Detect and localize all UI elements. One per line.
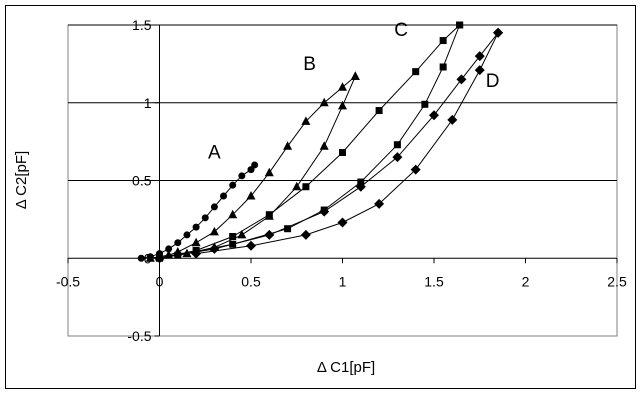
- data-point-b: [145, 253, 155, 262]
- annotations: A B C D: [208, 20, 499, 164]
- data-point-d: [246, 240, 256, 251]
- y-tick-label: 1: [144, 95, 152, 111]
- data-point-b: [301, 116, 311, 125]
- data-point-d: [355, 181, 366, 192]
- data-point-d: [300, 229, 311, 240]
- y-tick-label: 0: [144, 250, 152, 266]
- data-point-d: [392, 152, 403, 163]
- data-point-d: [209, 243, 220, 254]
- series-label-b: B: [303, 54, 316, 75]
- data-point-a: [220, 192, 228, 200]
- x-tick-label: 0.5: [241, 273, 261, 289]
- data-point-b: [264, 167, 274, 177]
- data-point-d: [429, 110, 439, 121]
- data-point-a: [165, 245, 173, 253]
- data-point-b: [164, 250, 174, 259]
- data-point-c: [439, 63, 447, 71]
- x-tick-label: 2: [522, 273, 530, 289]
- series-label-a: A: [208, 143, 221, 164]
- data-point-a: [251, 161, 259, 169]
- data-point-c: [375, 107, 383, 115]
- data-point-c: [229, 232, 237, 240]
- data-point-c: [421, 100, 429, 108]
- data-point-c: [174, 251, 182, 259]
- data-point-a: [238, 172, 246, 180]
- data-point-c: [265, 211, 273, 219]
- data-point-d: [474, 65, 485, 76]
- x-axis-title: Δ C1[pF]: [317, 359, 375, 376]
- data-point-b: [237, 229, 247, 239]
- data-point-d: [410, 164, 421, 175]
- data-point-d: [447, 114, 458, 125]
- data-point-c: [439, 37, 447, 45]
- y-tick-label: 1.5: [132, 17, 152, 33]
- data-point-b: [228, 209, 238, 219]
- data-point-d: [264, 229, 275, 240]
- data-point-a: [183, 231, 191, 239]
- data-point-c: [456, 21, 464, 29]
- data-point-c: [339, 149, 346, 157]
- y-tick-label: 0.5: [132, 173, 152, 189]
- data-point-a: [229, 181, 237, 189]
- data-point-d: [191, 248, 202, 259]
- data-point-b: [350, 71, 360, 80]
- data-point-b: [319, 97, 329, 107]
- series-markers: [137, 21, 504, 264]
- data-point-b: [338, 82, 347, 91]
- series-line-d: [159, 32, 499, 259]
- x-tick-label: 1.5: [424, 273, 444, 289]
- data-point-b: [319, 141, 329, 150]
- data-point-d: [154, 253, 165, 264]
- data-point-b: [191, 237, 201, 247]
- x-tick-label: 1: [339, 273, 347, 289]
- data-point-a: [210, 203, 218, 211]
- data-point-b: [292, 181, 302, 191]
- data-point-a: [192, 223, 200, 231]
- data-point-a: [137, 254, 145, 262]
- data-point-d: [374, 198, 385, 209]
- data-point-c: [284, 225, 292, 233]
- data-point-b: [209, 226, 219, 236]
- data-point-a: [174, 239, 182, 247]
- data-point-c: [302, 183, 310, 191]
- data-point-b: [283, 141, 293, 150]
- data-point-d: [337, 217, 348, 228]
- tick-labels: -0.5 0 0.5 1 1.5 2 2.5 -0.5 0 0.5 1 1.5: [56, 17, 627, 344]
- data-point-d: [474, 51, 485, 62]
- y-axis-title: Δ C2[pF]: [13, 151, 30, 209]
- data-point-c: [393, 141, 401, 149]
- data-point-b: [338, 100, 347, 110]
- data-point-d: [319, 206, 330, 217]
- data-point-a: [201, 214, 209, 222]
- x-tick-label: 2.5: [607, 273, 627, 289]
- data-point-c: [229, 240, 237, 248]
- data-point-b: [182, 248, 192, 258]
- y-tick-label: -0.5: [127, 328, 151, 344]
- data-point-b: [246, 191, 256, 200]
- x-tick-label: -0.5: [56, 273, 80, 289]
- series-label-c: C: [394, 20, 408, 41]
- data-point-d: [493, 27, 504, 38]
- data-point-c: [412, 68, 420, 76]
- x-tick-label: 0: [156, 273, 164, 289]
- series-label-d: D: [486, 71, 500, 92]
- data-point-d: [456, 74, 467, 85]
